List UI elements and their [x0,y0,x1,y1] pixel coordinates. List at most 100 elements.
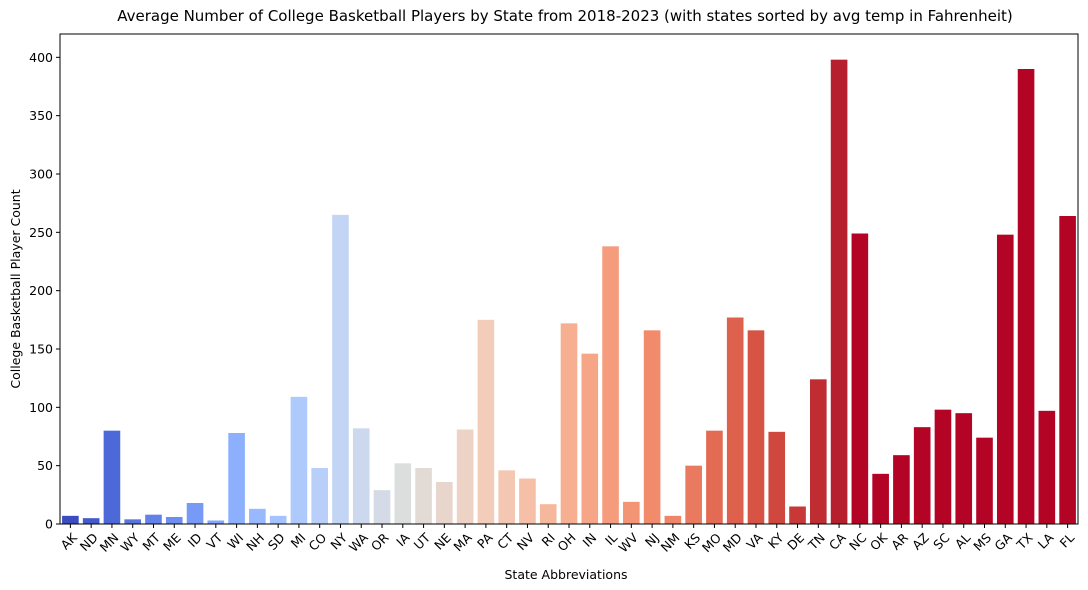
bar-wi [228,433,245,524]
y-axis-label: College Basketball Player Count [8,189,23,388]
x-tick-label: AK [58,529,81,552]
bar-de [789,506,806,524]
x-tick-label: FL [1057,530,1078,551]
bar-wv [623,501,640,524]
bar-me [165,517,183,524]
x-tick-label: KY [765,530,787,552]
bar-ms [976,437,993,524]
bar-ma [456,429,474,524]
x-tick-label: WY [118,530,143,555]
plot-frame [59,33,1079,525]
bars-group [62,59,1076,525]
y-axis-ticks: 0 50 100 150 200 250 300 350 400 [29,50,60,532]
x-tick-label: ND [77,530,101,554]
bar-nd [82,518,100,524]
bar-ri [539,504,557,524]
bar-tx [1017,69,1035,524]
chart-title: Average Number of College Basketball Pla… [117,7,1013,25]
bar-oh [560,323,578,524]
x-tick-label: AR [888,530,911,553]
x-tick-label: OK [867,529,891,553]
bar-ok [872,473,889,524]
bar-la [1038,410,1056,524]
bar-ar [893,455,910,524]
bar-ky [768,431,786,524]
x-tick-label: OR [368,530,392,554]
bar-nv [519,478,536,524]
x-tick-label: SD [265,530,288,553]
x-tick-label: DE [784,530,807,553]
x-tick-label: MA [450,530,475,555]
x-tick-label: WI [224,530,246,552]
bar-tn [809,379,827,524]
bar-or [373,490,391,524]
bar-pa [477,319,495,524]
x-tick-label: AL [952,530,974,552]
x-tick-label: CA [826,530,849,553]
y-tick-label: 100 [29,400,53,415]
x-tick-label: OH [554,530,578,554]
x-tick-label: MI [288,530,309,551]
x-tick-label: ID [185,530,205,550]
x-tick-label: AZ [909,530,932,553]
bar-ne [436,482,453,524]
x-tick-label: IN [580,530,600,550]
bar-sc [934,409,952,524]
x-tick-label: TN [805,530,828,553]
y-tick-label: 250 [29,225,53,240]
bar-mi [290,396,308,524]
x-tick-label: TX [1013,530,1036,553]
bar-co [311,468,329,524]
bar-mt [145,514,162,524]
bar-nm [664,515,682,524]
x-tick-label: IA [393,530,413,550]
y-tick-label: 300 [29,167,53,182]
y-tick-label: 50 [37,458,53,473]
bar-ny [332,214,349,525]
bar-ut [415,468,432,524]
x-tick-label: KS [681,530,703,552]
bar-mo [706,430,723,524]
x-tick-label: CT [494,530,516,552]
bar-mn [103,430,121,524]
bar-sd [269,515,287,524]
bar-ak [62,515,79,524]
x-tick-label: UT [411,530,434,553]
x-tick-label: VA [743,530,765,552]
x-tick-label: LA [1035,530,1057,552]
y-tick-label: 200 [29,283,53,298]
x-tick-label: MD [720,530,745,555]
bar-wa [352,428,370,524]
y-tick-label: 350 [29,108,53,123]
bar-nj [643,330,661,524]
bar-ct [498,470,515,524]
x-tick-label: NE [431,530,454,553]
bar-ks [685,465,702,524]
x-tick-label: RI [538,530,557,549]
x-tick-label: VT [203,530,225,552]
x-tick-label: NH [243,530,267,554]
bar-vt [207,520,225,524]
x-tick-label: WV [616,530,642,556]
bar-ga [996,234,1014,524]
x-tick-label: GA [991,530,1015,554]
bar-ia [394,463,412,524]
x-tick-label: NV [514,530,538,554]
bar-az [913,427,931,524]
bar-id [186,503,204,524]
bar-al [955,413,973,524]
x-tick-label: SC [930,530,953,553]
bar-va [747,330,765,524]
x-tick-label: NM [658,530,683,555]
x-tick-label: MN [97,530,122,555]
bar-nh [249,508,266,524]
y-tick-label: 0 [45,517,53,532]
x-tick-label: NJ [642,530,662,550]
y-tick-label: 400 [29,50,53,65]
x-tick-label: CO [306,530,330,554]
x-tick-label: PA [474,530,496,552]
y-tick-label: 150 [29,342,53,357]
x-tick-label: NC [846,530,870,554]
